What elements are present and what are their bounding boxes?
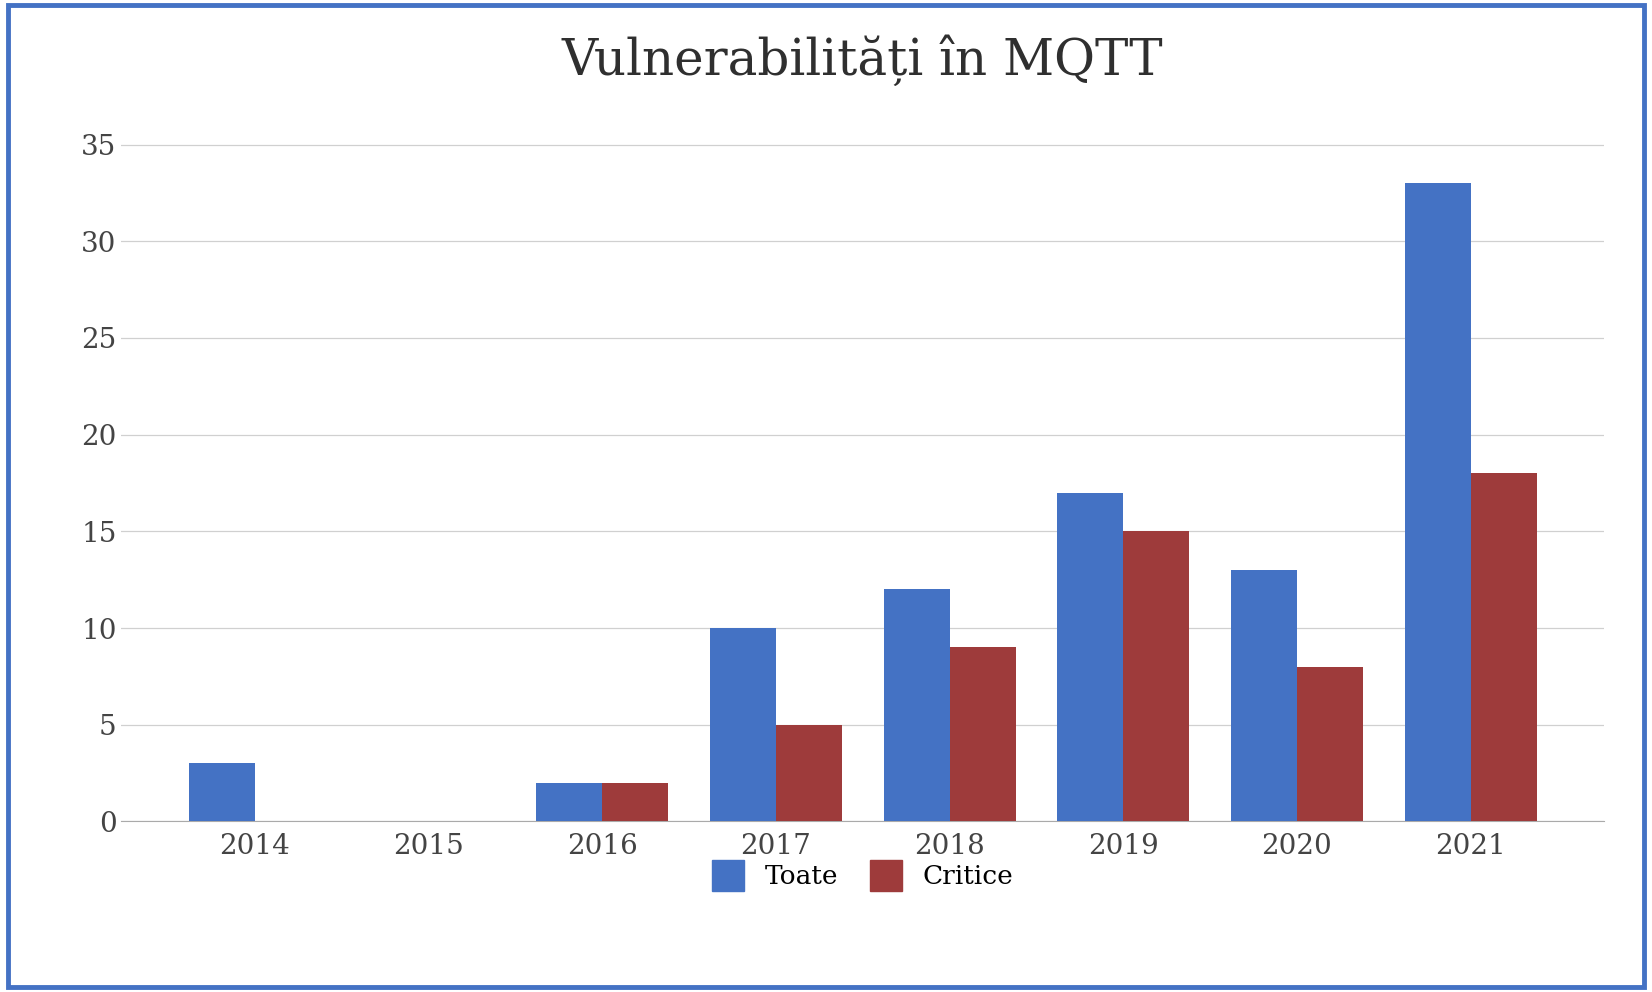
Bar <box>776 725 843 821</box>
Bar <box>537 783 603 821</box>
Bar <box>1470 473 1536 821</box>
Title: Vulnerabilități în MQTT: Vulnerabilități în MQTT <box>562 35 1163 86</box>
Bar <box>710 628 776 821</box>
Bar <box>950 648 1016 821</box>
Bar <box>1057 493 1123 821</box>
Bar <box>1404 184 1470 821</box>
Bar <box>1231 570 1297 821</box>
Bar <box>603 783 667 821</box>
Bar <box>1123 532 1189 821</box>
Bar <box>188 764 254 821</box>
Bar <box>1297 667 1363 821</box>
Legend: Toate, Critice: Toate, Critice <box>702 850 1024 902</box>
Bar <box>884 589 950 821</box>
